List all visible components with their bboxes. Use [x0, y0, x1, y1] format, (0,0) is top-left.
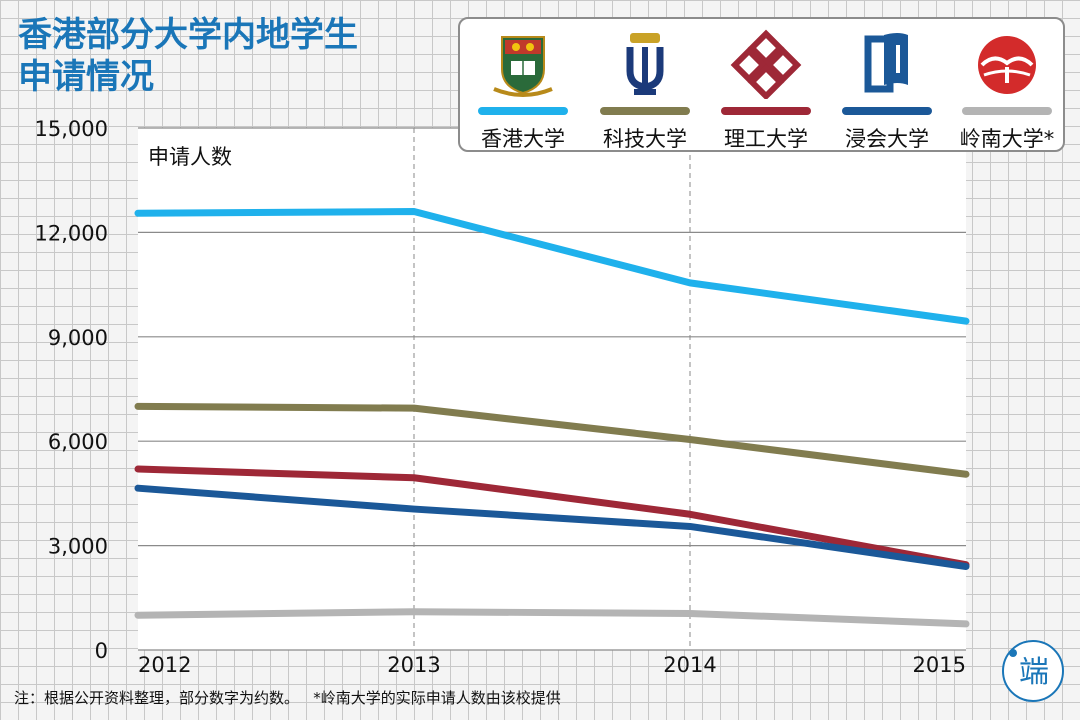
y-axis-label: 申请人数 — [148, 145, 232, 169]
y-axis-ticks: 0 3,000 6,000 9,000 12,000 15,000 — [35, 117, 108, 663]
y-tick-label: 0 — [95, 639, 108, 663]
legend-swatch-hkbu — [842, 107, 932, 115]
x-tick-label: 2014 — [663, 653, 716, 677]
legend: 香港大学 科技大学 理工大学 浸会大学 — [458, 17, 1065, 152]
y-tick-label: 9,000 — [48, 326, 108, 350]
legend-item-hku: 香港大学 — [464, 29, 582, 153]
series-line — [134, 208, 970, 325]
legend-item-hkust: 科技大学 — [586, 29, 704, 153]
series-line — [134, 484, 970, 570]
title-line-1: 香港部分大学内地学生 — [18, 15, 358, 55]
y-tick-label: 6,000 — [48, 430, 108, 454]
legend-item-lingnan: 岭南大学* — [948, 29, 1066, 153]
hku-crest-icon — [493, 36, 553, 97]
brand-mark-text: 端 — [1019, 655, 1049, 690]
brand-logo-icon: 端 — [1002, 640, 1064, 702]
legend-item-polyu: 理工大学 — [707, 29, 825, 153]
legend-label-hkbu: 浸会大学 — [845, 127, 929, 151]
legend-swatch-hkust — [600, 107, 690, 115]
plot-area — [138, 128, 966, 650]
legend-label-hku: 香港大学 — [481, 127, 565, 151]
x-axis-ticks: 2012 2013 2014 2015 — [138, 653, 966, 677]
legend-item-hkbu: 浸会大学 — [828, 29, 946, 153]
footnote: 注：根据公开资料整理，部分数字为约数。 *岭南大学的实际申请人数由该校提供 — [14, 689, 561, 707]
x-tick-label: 2013 — [387, 653, 440, 677]
legend-swatch-lingnan — [962, 107, 1052, 115]
legend-label-lingnan: 岭南大学* — [959, 127, 1055, 151]
hkbu-book-icon — [864, 33, 908, 93]
legend-label-hkust: 科技大学 — [603, 127, 687, 151]
y-tick-label: 12,000 — [35, 221, 108, 245]
page-title: 香港部分大学内地学生 申请情况 — [18, 14, 358, 98]
series-line — [134, 465, 970, 569]
title-line-2: 申请情况 — [18, 57, 154, 97]
series-line — [134, 608, 970, 628]
x-tick-label: 2015 — [913, 653, 966, 677]
series-lines — [134, 208, 970, 628]
y-tick-label: 3,000 — [48, 535, 108, 559]
legend-swatch-hku — [478, 107, 568, 115]
x-tick-label: 2012 — [138, 653, 191, 677]
series-line — [134, 402, 970, 478]
legend-swatch-polyu — [721, 107, 811, 115]
lingnan-emblem-icon — [978, 36, 1036, 94]
polyu-knot-icon — [730, 29, 802, 101]
hkust-torch-icon — [626, 33, 664, 95]
y-tick-label: 15,000 — [35, 117, 108, 141]
legend-label-polyu: 理工大学 — [724, 127, 808, 151]
